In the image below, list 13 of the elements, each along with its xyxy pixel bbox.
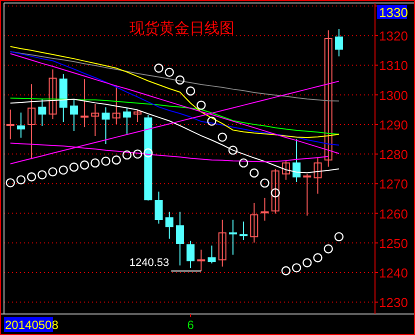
y-tick-label: 1230	[379, 295, 408, 310]
y-tick-label: 1310	[379, 58, 408, 74]
y-tick-label: 1300	[379, 88, 408, 103]
y-tick-label: 1290	[379, 117, 408, 132]
annotation: 1240.53	[129, 256, 170, 269]
y-tick-label: 1260	[379, 206, 408, 222]
text: 现货黄金日线图	[130, 20, 234, 37]
y-tick-label: 1240	[379, 266, 408, 281]
y-tick-label: 1280	[379, 147, 408, 162]
y-tick-label: 1250	[379, 236, 408, 251]
x-tick-label: 6	[187, 318, 194, 332]
y-tick-label: 1320	[379, 28, 408, 44]
y-tick-label: 1270	[379, 176, 408, 192]
